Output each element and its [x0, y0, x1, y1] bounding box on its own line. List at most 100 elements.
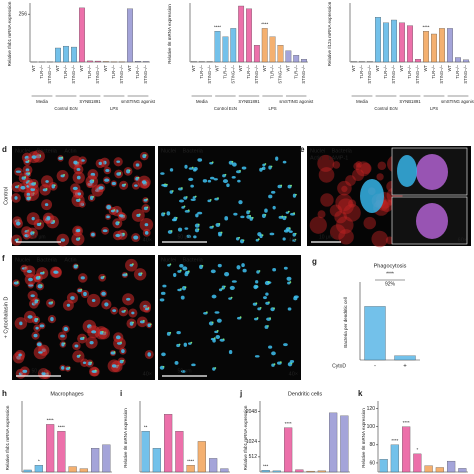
genotype-label: TLR–/– — [223, 64, 228, 78]
cell-nucleus — [15, 221, 21, 226]
bacterium — [257, 238, 260, 241]
cell-nucleus — [104, 302, 109, 307]
actin — [376, 173, 384, 181]
cell-nucleus — [26, 192, 31, 197]
bacterium — [217, 197, 219, 200]
scale-label: 50 μm — [178, 234, 192, 240]
genotype-label: WT — [423, 65, 428, 72]
cell-nucleus — [104, 178, 110, 182]
bar — [391, 19, 397, 63]
genotype-label: WT — [127, 65, 132, 72]
cell-nucleus — [26, 269, 32, 273]
bacterium — [101, 330, 104, 333]
y-tick-label: 100 — [367, 424, 376, 430]
bar — [206, 61, 213, 63]
actin — [334, 210, 347, 224]
bacterium — [255, 302, 258, 305]
cell-nucleus — [190, 198, 196, 202]
bacterium — [178, 343, 181, 346]
cell-nucleus — [177, 227, 183, 232]
stain-label: Bacteria — [37, 148, 58, 154]
bacterium — [191, 166, 194, 169]
bar — [152, 448, 161, 473]
actin — [337, 180, 352, 196]
cell-nucleus — [45, 180, 49, 183]
cell-nucleus — [115, 233, 121, 238]
x-tick-label: + — [403, 364, 407, 370]
bar — [230, 28, 237, 63]
bacterium — [138, 213, 141, 216]
bacterium — [294, 232, 297, 235]
genotype-label: WT — [399, 65, 404, 72]
cell-nucleus — [184, 227, 189, 230]
bar — [31, 61, 37, 63]
cell-nucleus — [169, 168, 174, 172]
bacterium — [34, 182, 36, 184]
stain-label: Actin — [64, 148, 76, 154]
bacterium — [270, 165, 273, 168]
cell-nucleus — [63, 326, 69, 332]
cell-nucleus — [144, 223, 149, 227]
cell-nucleus — [39, 324, 45, 328]
bacterium — [53, 184, 56, 187]
cell-nucleus — [91, 299, 96, 302]
bar — [447, 28, 453, 63]
bar — [423, 31, 429, 63]
cell-nucleus — [210, 269, 216, 274]
actin — [332, 161, 341, 169]
bacterium — [146, 198, 148, 201]
bacterium — [40, 284, 43, 287]
bacterium — [124, 183, 126, 186]
bacterium — [222, 338, 225, 341]
bacterium — [162, 365, 165, 368]
genotype-label: WT — [375, 65, 380, 72]
bar — [431, 33, 437, 63]
bar — [79, 7, 85, 63]
significance: *** — [263, 463, 269, 468]
cell-nucleus — [207, 179, 212, 183]
bar — [57, 431, 66, 473]
cell-nucleus — [174, 360, 179, 365]
cell-nucleus — [171, 218, 177, 222]
bar — [379, 459, 388, 473]
nucleus — [397, 155, 417, 187]
bacterium — [251, 216, 254, 219]
y-axis-label: Relative Ifnb1 mRNA expression — [7, 1, 12, 66]
genotype-label: TLR–/– — [407, 64, 412, 78]
cell-nucleus — [265, 292, 269, 296]
cell-nucleus — [121, 349, 125, 354]
bacterium — [197, 223, 200, 226]
genotype-label: TLR–/– — [111, 64, 116, 78]
bar — [402, 426, 411, 473]
cell-nucleus — [180, 370, 186, 373]
bacterium — [190, 341, 193, 344]
bacterium — [281, 215, 284, 218]
bacterium — [78, 354, 81, 357]
bacterium — [248, 210, 251, 213]
genotype-label: TLR–/– — [359, 64, 364, 78]
significance: **** — [386, 271, 394, 277]
actin — [377, 161, 387, 171]
cell-nucleus — [184, 164, 188, 169]
bacterium — [185, 196, 188, 198]
bar — [102, 444, 111, 473]
cell-nucleus — [76, 175, 81, 180]
bacterium — [187, 270, 190, 273]
bar — [103, 61, 109, 63]
bacterium — [164, 183, 166, 186]
significance: **** — [58, 424, 65, 429]
bar — [46, 424, 55, 473]
bacterium — [169, 263, 172, 266]
x-tick-label: - — [374, 364, 376, 370]
bacterium — [197, 228, 200, 231]
cell-nucleus — [50, 317, 54, 322]
bacterium — [293, 212, 295, 215]
bar — [329, 412, 338, 473]
cell-nucleus — [240, 215, 245, 219]
chart-title: Phagocytosis — [374, 263, 407, 269]
bar — [63, 45, 69, 63]
cell-nucleus — [180, 295, 185, 300]
chart-title: Dendritic cells — [288, 391, 322, 397]
cell-nucleus — [60, 334, 65, 338]
bacterium — [36, 318, 39, 320]
